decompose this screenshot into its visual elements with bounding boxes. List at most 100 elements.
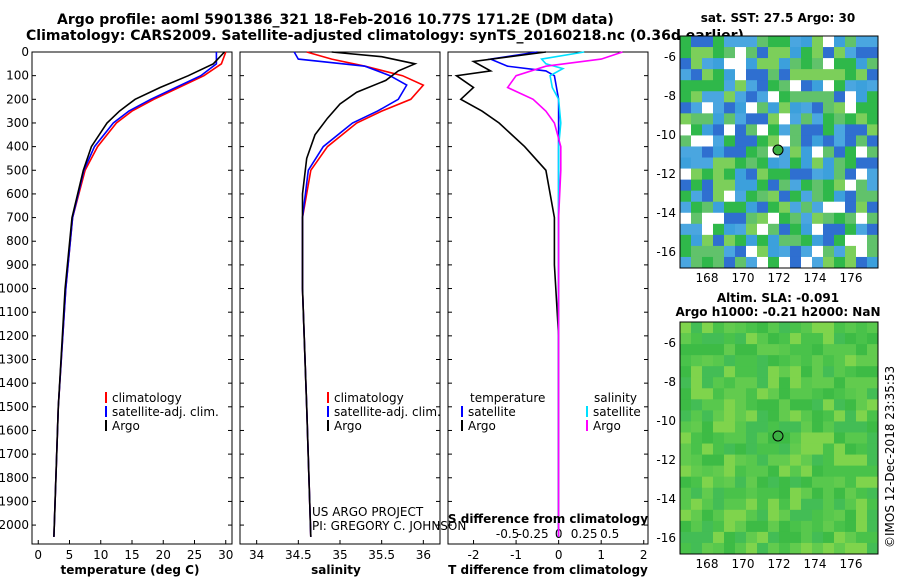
map-cell xyxy=(823,487,835,500)
lat-tick-label: -12 xyxy=(656,453,676,467)
x-tick-label: 15 xyxy=(124,548,139,562)
map-cell xyxy=(757,322,769,334)
legend-climatology-label: climatology xyxy=(334,391,404,405)
map-cell xyxy=(735,399,747,411)
map-cell xyxy=(834,322,846,334)
map-cell xyxy=(834,377,846,389)
map-cell xyxy=(746,399,758,411)
map-cell xyxy=(691,201,703,214)
map-cell xyxy=(735,531,747,544)
map-cell xyxy=(680,36,692,48)
map-cell xyxy=(845,223,857,236)
map-cell xyxy=(779,421,791,433)
map-cell xyxy=(691,135,703,147)
sla-map-frame xyxy=(679,321,879,555)
map-cell xyxy=(735,465,747,478)
map-cell xyxy=(724,531,736,544)
map-cell xyxy=(746,135,758,147)
map-cell xyxy=(812,399,824,411)
map-cell xyxy=(757,223,769,236)
map-cell xyxy=(724,542,736,555)
map-cell xyxy=(790,377,802,389)
map-cell xyxy=(867,542,879,555)
map-cell xyxy=(735,113,747,125)
map-cell xyxy=(812,531,824,544)
map-cell xyxy=(680,366,692,378)
map-cell xyxy=(680,102,692,114)
map-cell xyxy=(702,344,714,356)
map-cell xyxy=(834,388,846,400)
map-cell xyxy=(845,476,857,489)
map-cell xyxy=(867,124,879,136)
lat-tick-label: -16 xyxy=(656,531,676,545)
map-cell xyxy=(702,421,714,433)
map-cell xyxy=(867,58,879,70)
map-cell xyxy=(680,322,692,334)
map-cell xyxy=(680,454,692,467)
depth-tick-label: 1500 xyxy=(0,400,29,414)
map-cell xyxy=(812,157,824,170)
map-cell xyxy=(768,69,780,81)
map-cell xyxy=(823,234,835,247)
map-cell xyxy=(724,454,736,467)
map-cell xyxy=(801,454,813,467)
map-cell xyxy=(867,377,879,389)
map-cell xyxy=(812,498,824,511)
map-cell xyxy=(845,190,857,203)
imos-credit: ©IMOS 12-Dec-2018 23:35:53 xyxy=(883,366,897,548)
map-cell xyxy=(724,366,736,378)
map-cell xyxy=(779,179,791,192)
map-cell xyxy=(735,344,747,356)
map-cell xyxy=(713,377,725,389)
map-cell xyxy=(680,190,692,203)
map-cell xyxy=(801,69,813,81)
map-cell xyxy=(680,69,692,81)
map-cell xyxy=(812,443,824,456)
map-cell xyxy=(713,542,725,555)
map-cell xyxy=(801,443,813,456)
map-cell xyxy=(845,168,857,181)
map-cell xyxy=(801,355,813,367)
series-line-climatology xyxy=(301,51,425,537)
map-cell xyxy=(746,223,758,236)
map-cell xyxy=(746,168,758,181)
map-cell xyxy=(812,377,824,389)
map-cell xyxy=(856,212,868,225)
map-cell xyxy=(735,146,747,159)
map-cell xyxy=(735,157,747,170)
map-cell xyxy=(680,410,692,422)
map-cell xyxy=(801,421,813,433)
map-cell xyxy=(834,333,846,345)
map-cell xyxy=(746,91,758,103)
map-cell xyxy=(735,542,747,555)
map-cell xyxy=(691,366,703,378)
lat-tick-label: -10 xyxy=(656,414,676,428)
map-cell xyxy=(801,58,813,70)
map-cell xyxy=(812,322,824,334)
map-cell xyxy=(823,465,835,478)
map-cell xyxy=(746,113,758,125)
map-cell xyxy=(779,355,791,367)
map-cell xyxy=(856,256,868,269)
map-cell xyxy=(746,454,758,467)
map-cell xyxy=(757,432,769,445)
map-cell xyxy=(768,410,780,422)
map-cell xyxy=(823,410,835,422)
map-cell xyxy=(746,124,758,136)
map-cell xyxy=(768,542,780,555)
map-cell xyxy=(680,234,692,247)
map-cell xyxy=(680,498,692,511)
map-cell xyxy=(680,124,692,136)
map-cell xyxy=(746,146,758,159)
map-cell xyxy=(757,113,769,125)
map-cell xyxy=(823,531,835,544)
legend-temperature-heading: temperature xyxy=(470,391,545,405)
map-cell xyxy=(834,366,846,378)
map-cell xyxy=(823,256,835,269)
map-cell xyxy=(691,388,703,400)
map-cell xyxy=(812,487,824,500)
map-cell xyxy=(713,157,725,170)
x-tick-label: -2 xyxy=(468,548,480,562)
map-cell xyxy=(768,234,780,247)
map-cell xyxy=(713,432,725,445)
